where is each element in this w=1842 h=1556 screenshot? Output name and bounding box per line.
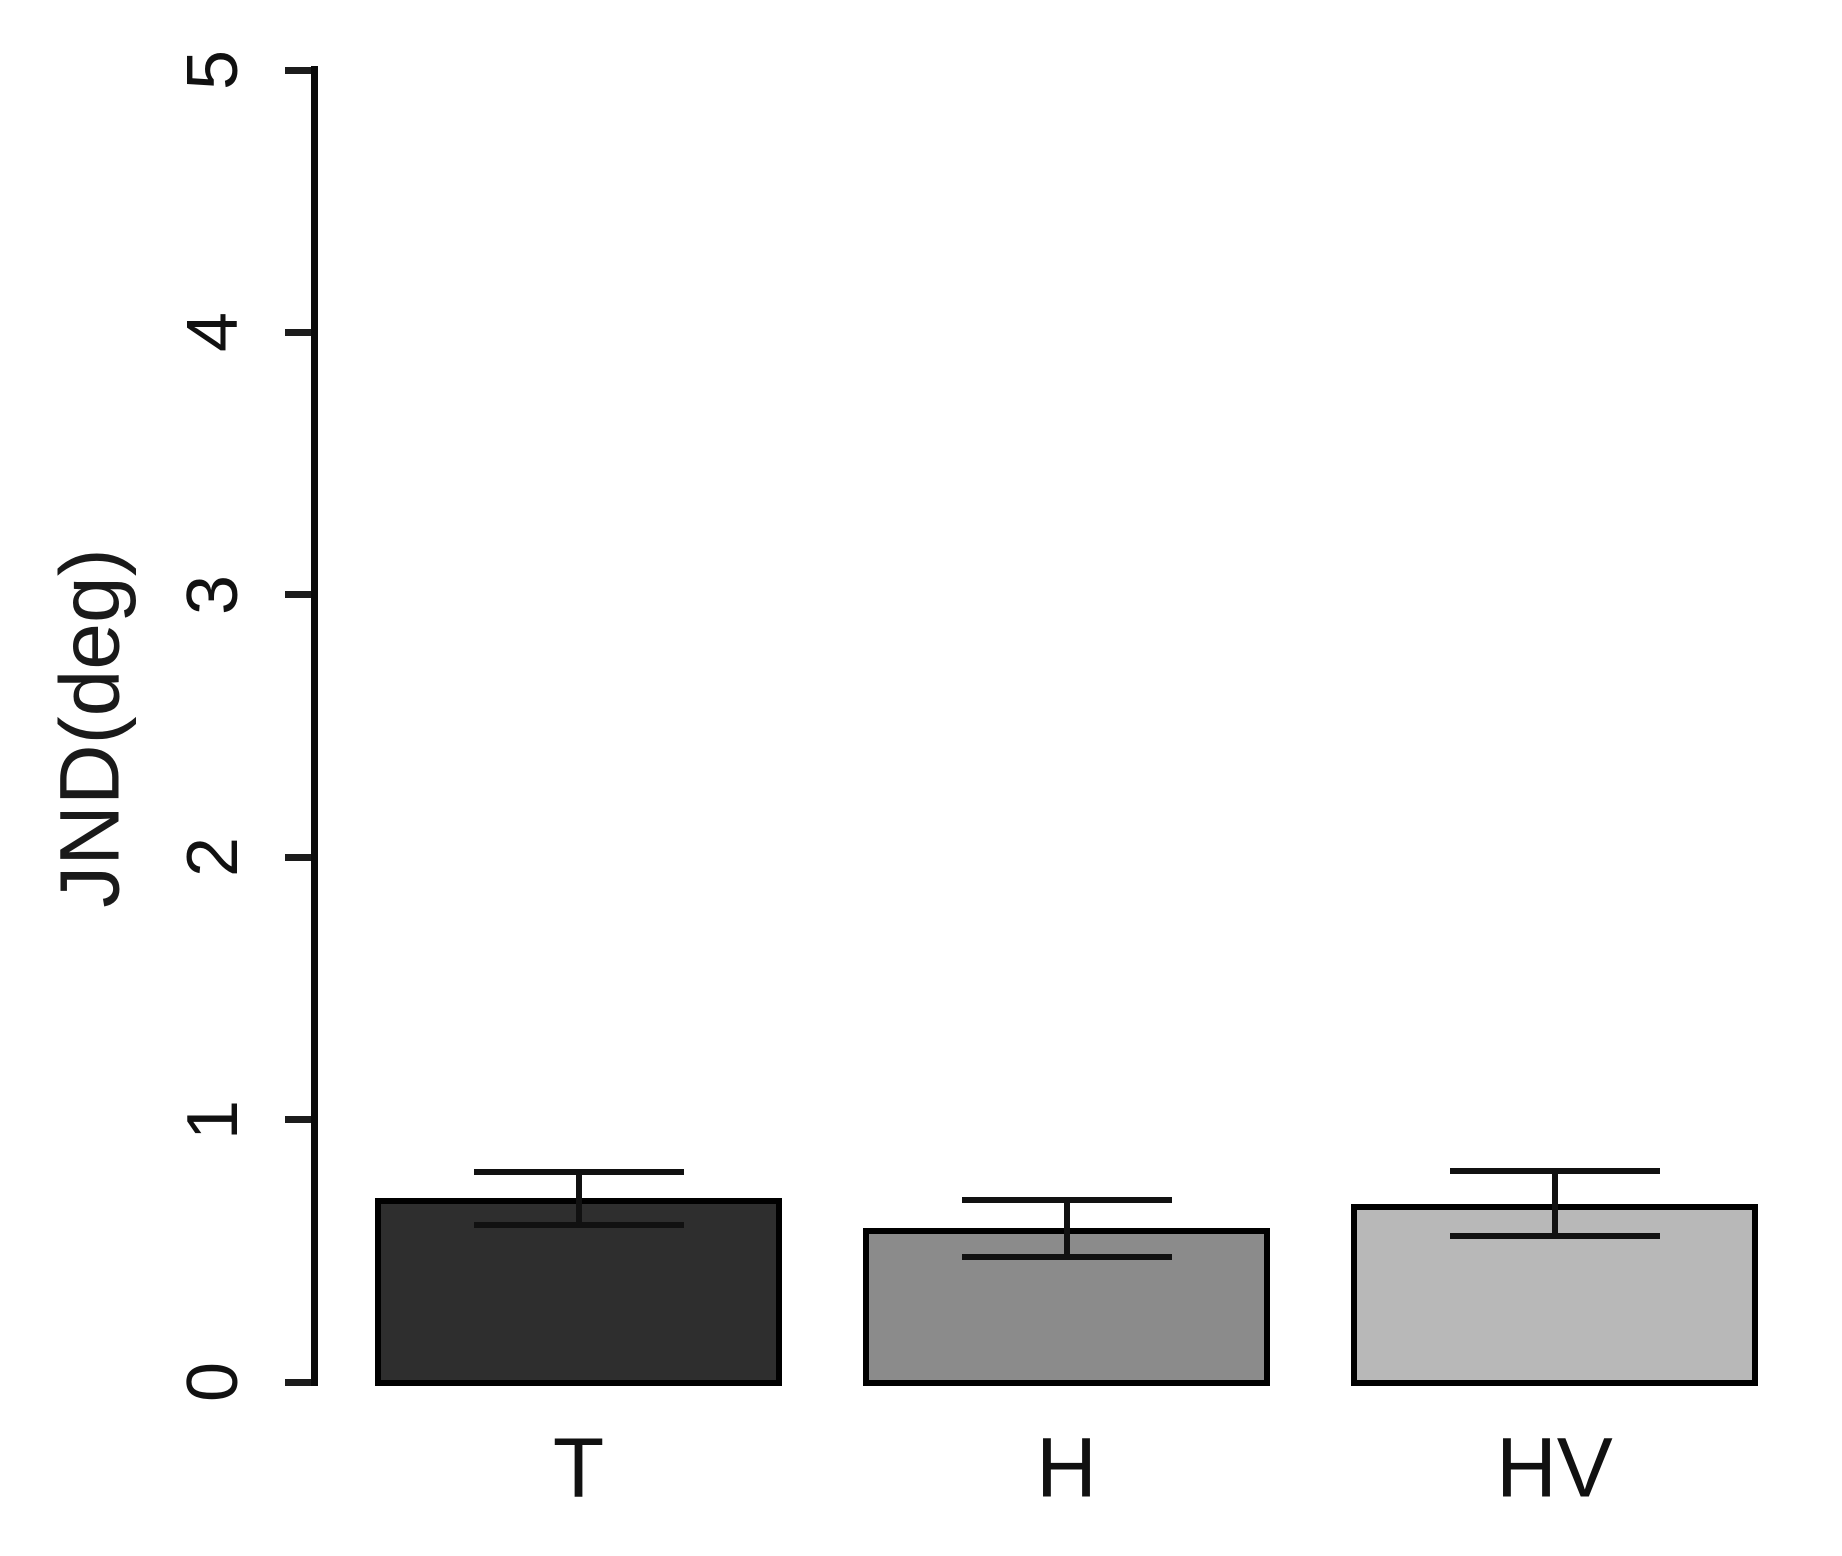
error-bar-cap-bottom [961, 1254, 1172, 1261]
error-bar-cap-top [1449, 1167, 1660, 1174]
y-tick [285, 1378, 311, 1386]
y-axis-line [311, 66, 318, 1386]
error-bar-cap-bottom [1449, 1233, 1660, 1240]
error-bar-cap-top [961, 1196, 1172, 1203]
error-bar-cap-bottom [473, 1221, 684, 1228]
y-tick [285, 1116, 311, 1124]
y-tick-label: 3 [173, 574, 253, 615]
error-bar-cap-top [473, 1169, 684, 1176]
y-axis-title: JND(deg) [42, 548, 137, 908]
y-tick [285, 853, 311, 861]
error-bar-line [575, 1172, 582, 1225]
y-tick-label: 4 [173, 312, 253, 353]
error-bar-line [1551, 1170, 1558, 1237]
y-tick [285, 328, 311, 336]
x-category-label-HV: HV [1496, 1420, 1613, 1515]
y-tick [285, 66, 311, 74]
error-bar-line [1063, 1199, 1070, 1258]
x-category-label-H: H [1036, 1420, 1097, 1515]
y-tick-label: 1 [173, 1099, 253, 1140]
y-tick-label: 0 [173, 1361, 253, 1403]
x-category-label-T: T [552, 1420, 605, 1515]
y-tick [285, 591, 311, 599]
y-tick-label: 2 [173, 837, 253, 878]
y-tick-label: 5 [173, 49, 253, 91]
